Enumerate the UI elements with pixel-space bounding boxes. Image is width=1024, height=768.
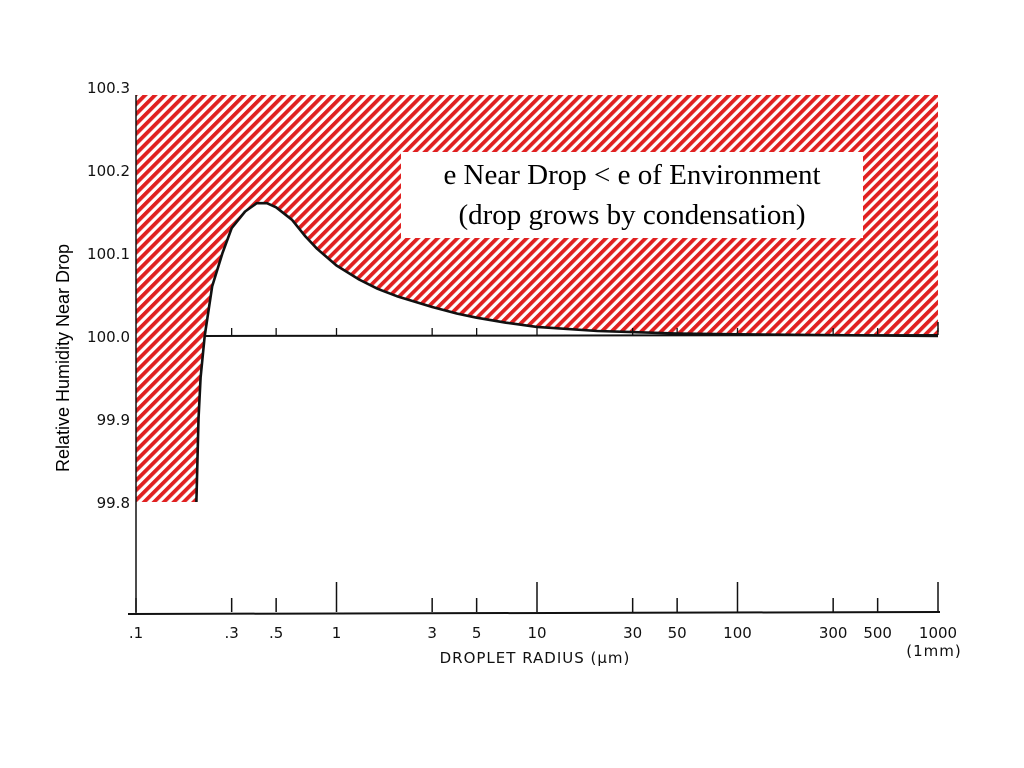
x-tick-label: .1 — [129, 624, 143, 642]
x-axis-note: (1mm) — [906, 642, 961, 660]
x-tick-label: 10 — [527, 624, 546, 642]
x-tick-label: 1000 — [919, 624, 957, 642]
x-tick-label: 1 — [332, 624, 342, 642]
x-tick-label: .5 — [269, 624, 283, 642]
x-tick-label: 500 — [863, 624, 892, 642]
x-tick-label: 50 — [668, 624, 687, 642]
y-tick-label: 100.0 — [87, 328, 130, 346]
kohler-curve — [195, 201, 939, 503]
y-tick-label: 100.1 — [87, 245, 130, 263]
y-tick-label: 100.2 — [87, 162, 130, 180]
annotation-box: e Near Drop < e of Environment (drop gro… — [401, 152, 863, 238]
y-tick-label: 99.9 — [97, 411, 130, 429]
y-tick-label: 99.8 — [97, 494, 130, 512]
y-axis-title: Relative Humidity Near Drop — [53, 244, 73, 472]
x-tick-label: 3 — [427, 624, 437, 642]
x-tick-label: 300 — [819, 624, 848, 642]
x-axis-line — [127, 611, 941, 615]
annotation-line-1: e Near Drop < e of Environment — [443, 159, 821, 191]
annotation-line-2: (drop grows by condensation) — [458, 199, 806, 231]
x-tick-label: 30 — [623, 624, 642, 642]
x-axis-title: DROPLET RADIUS (μm) — [440, 649, 631, 667]
x-tick-label: .3 — [225, 624, 239, 642]
x-tick-label: 100 — [723, 624, 752, 642]
y-tick-label: 100.3 — [87, 79, 130, 97]
x-tick-label: 5 — [472, 624, 482, 642]
